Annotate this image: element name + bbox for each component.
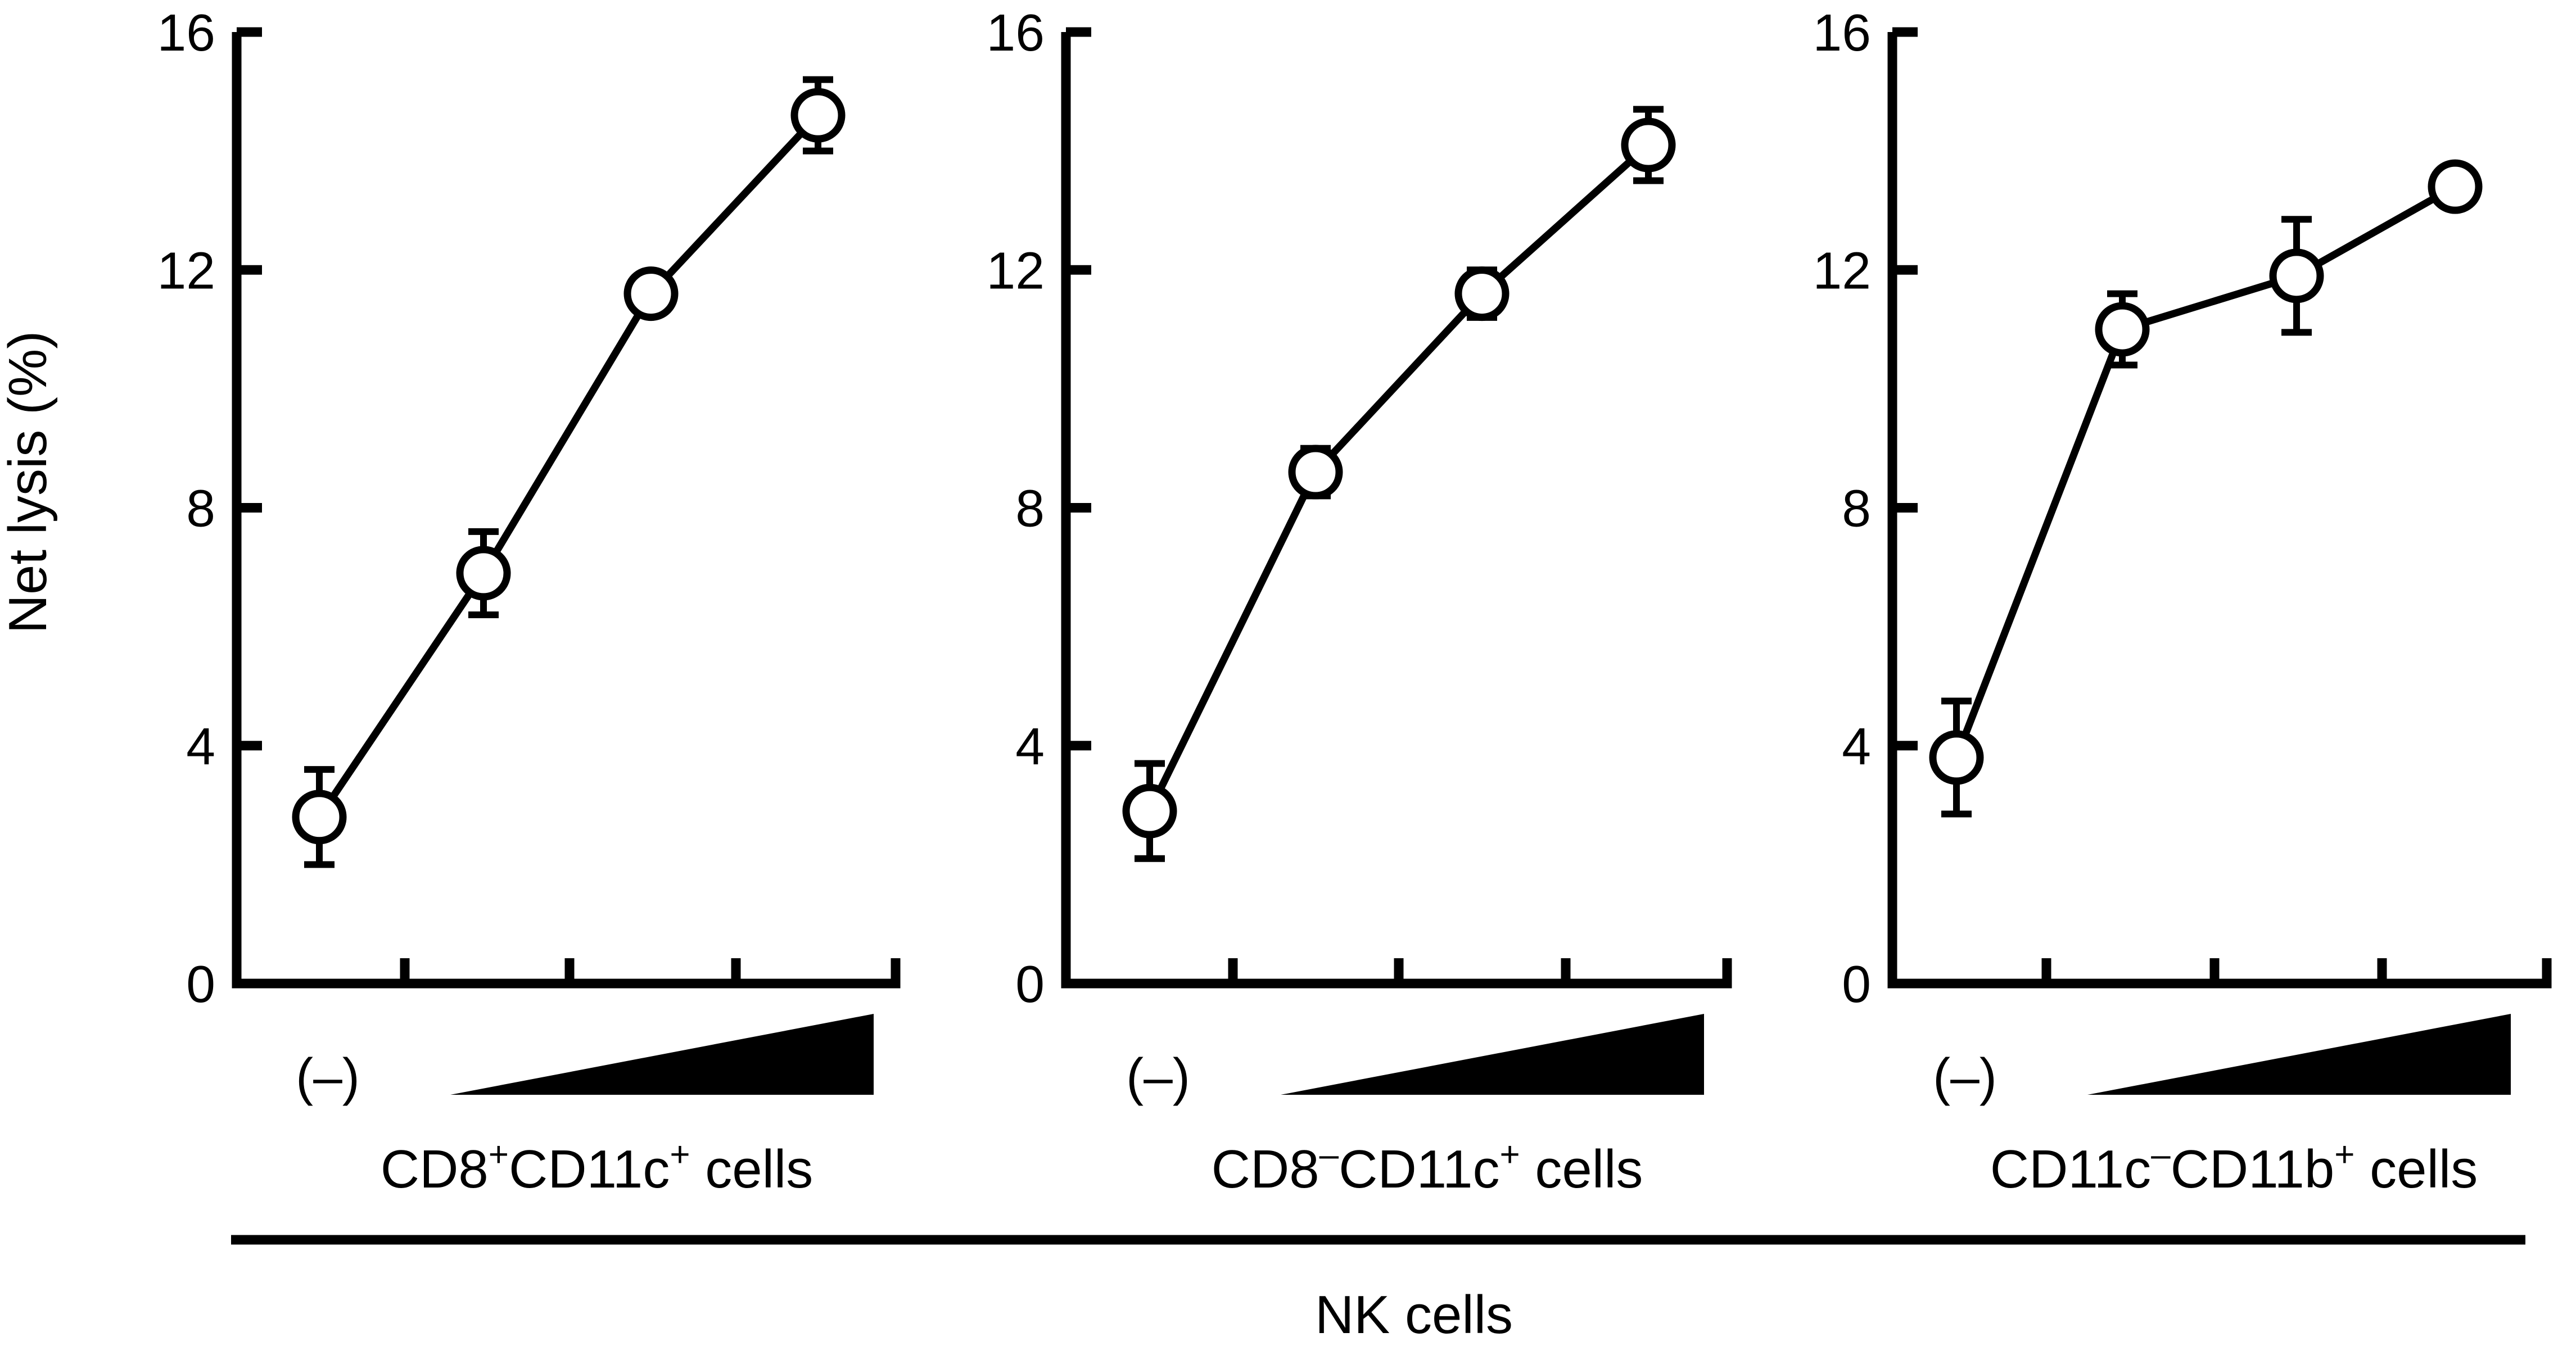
panel-2: 0 4 8 12 16 (–) CD8–CD11c+ cells: [987, 3, 1732, 1199]
data-point: [1122, 783, 1177, 839]
series-line: [1953, 183, 2457, 759]
y-axis-title: Net lysis (%): [0, 331, 58, 634]
data-point: [790, 88, 846, 143]
y-tick-label: 0: [186, 955, 215, 1013]
panel-3: 0 4 8 12 16 (–) CD11c–CD11b+ cells: [1813, 3, 2552, 1199]
y-tick-label: 4: [186, 717, 215, 776]
series-line: [316, 112, 821, 819]
control-label: (–): [1126, 1048, 1190, 1106]
condition-label: CD8+CD11c+ cells: [381, 1135, 814, 1199]
dose-ramp-triangle: [1281, 1014, 1704, 1095]
y-tick-label: 0: [1842, 955, 1871, 1013]
y-tick-label: 8: [186, 479, 215, 538]
y-tick-label: 0: [1015, 955, 1045, 1013]
data-point: [1454, 266, 1510, 321]
panels: 0 4 8 12 16 (–) CD8+CD11c+ cells 0 4 8 12 16 (–) CD8–…: [157, 3, 2552, 1199]
condition-label: CD8–CD11c+ cells: [1212, 1135, 1643, 1199]
group-label: NK cells: [1315, 1285, 1513, 1345]
data-point: [292, 790, 347, 845]
y-tick-label: 4: [1842, 717, 1871, 776]
data-point: [2428, 159, 2483, 214]
data-point: [623, 266, 679, 321]
control-label: (–): [296, 1048, 360, 1106]
y-tick-label: 12: [987, 241, 1045, 300]
panel-1: 0 4 8 12 16 (–) CD8+CD11c+ cells: [157, 3, 901, 1199]
control-label: (–): [1933, 1048, 1997, 1106]
data-point: [1929, 730, 1984, 785]
dose-ramp-triangle: [450, 1014, 874, 1095]
data-point: [1621, 117, 1676, 173]
data-point: [2095, 302, 2150, 357]
y-tick-label: 4: [1015, 717, 1045, 776]
series-line: [1146, 142, 1651, 813]
y-tick-label: 12: [1813, 241, 1871, 300]
data-point: [1288, 445, 1343, 500]
data-point: [2269, 248, 2324, 303]
y-tick-label: 8: [1842, 479, 1871, 538]
condition-label: CD11c–CD11b+ cells: [1990, 1135, 2478, 1199]
y-tick-label: 16: [987, 3, 1045, 62]
y-tick-label: 8: [1015, 479, 1045, 538]
y-tick-label: 12: [157, 241, 215, 300]
y-tick-label: 16: [1813, 3, 1871, 62]
dose-ramp-triangle: [2087, 1014, 2511, 1095]
y-tick-label: 16: [157, 3, 215, 62]
data-point: [456, 546, 511, 601]
